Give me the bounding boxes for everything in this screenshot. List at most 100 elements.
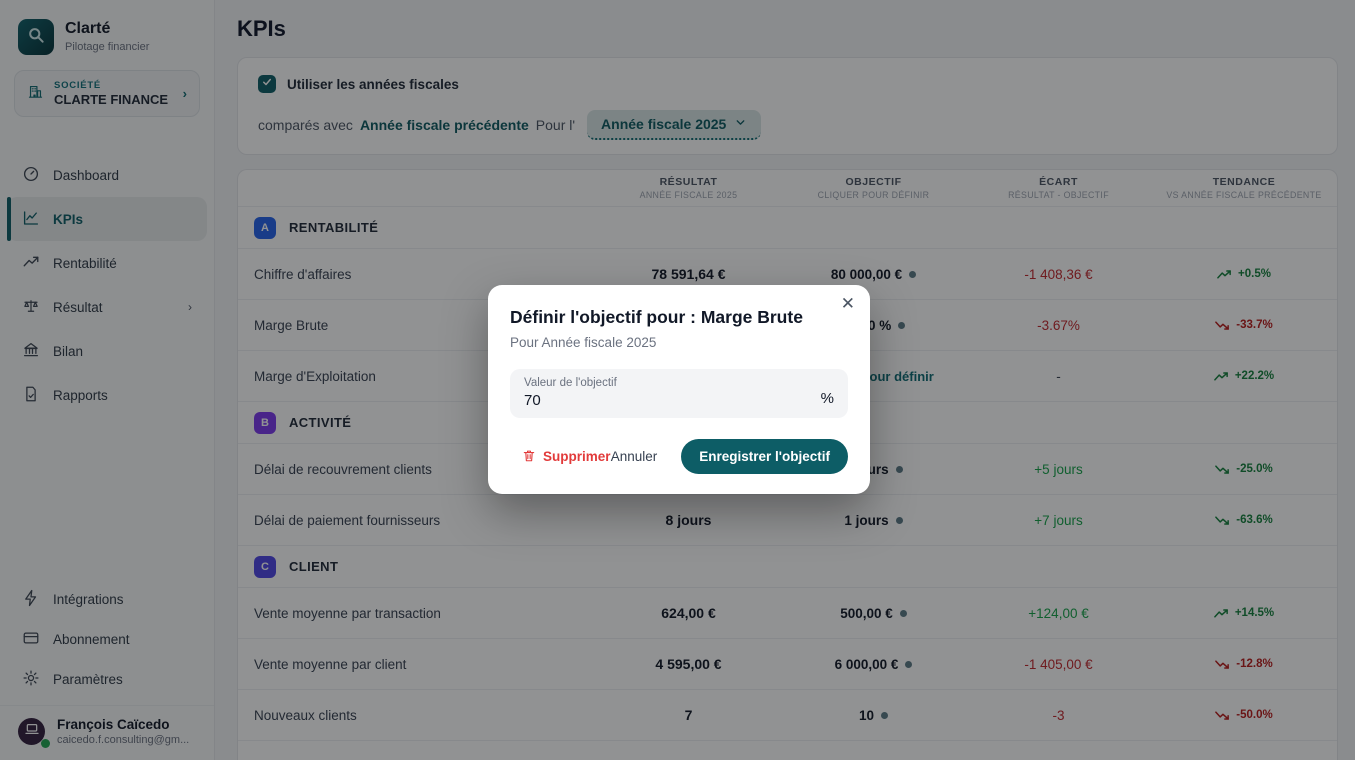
sidebar-item-resultat[interactable]: Résultat › [7, 285, 207, 329]
section-header-rentabilite: A RENTABILITÉ [238, 207, 1337, 249]
sidebar-item-integrations[interactable]: Intégrations [7, 579, 207, 619]
app-logo [18, 19, 54, 55]
sidebar-item-rentabilite[interactable]: Rentabilité [7, 241, 207, 285]
trending-up-icon [1214, 371, 1229, 382]
delete-objective-button[interactable]: Supprimer [522, 448, 611, 466]
company-name: CLARTE FINANCE [54, 92, 169, 107]
cancel-button[interactable]: Annuler [610, 449, 658, 464]
sidebar-item-bilan[interactable]: Bilan [7, 329, 207, 373]
objective-cell[interactable]: 10 [781, 708, 966, 723]
scales-icon [22, 297, 40, 318]
online-status-dot [41, 739, 50, 748]
result-value: 8 jours [665, 512, 712, 528]
ecart-value: +5 jours [1034, 461, 1083, 477]
kpi-label: Vente moyenne par transaction [254, 605, 441, 621]
trending-up-icon [22, 253, 40, 274]
gear-icon [22, 669, 40, 690]
kpi-label: Marge Brute [254, 317, 329, 333]
main-content: KPIs Utiliser les années fiscales compar… [215, 0, 1355, 760]
objective-modal: ✕ Définir l'objectif pour : Marge Brute … [488, 285, 870, 494]
period-prefix: Pour l' [535, 117, 576, 133]
kpi-label: Marge d'Exploitation [254, 368, 376, 384]
sidebar-item-label: Rapports [53, 387, 108, 403]
objective-cell[interactable]: 80 000,00 € [781, 267, 966, 282]
objective-input[interactable] [524, 392, 821, 409]
sidebar-nav: Dashboard KPIs Rentabilité Résultat › Bi… [0, 153, 214, 417]
kpi-label: Vente moyenne par client [254, 656, 407, 672]
sidebar-item-dashboard[interactable]: Dashboard [7, 153, 207, 197]
close-icon[interactable]: ✕ [840, 294, 855, 313]
sidebar-item-label: Rentabilité [53, 255, 117, 271]
sidebar-item-label: Paramètres [53, 671, 123, 687]
objective-dot [905, 660, 913, 668]
sidebar-item-abonnement[interactable]: Abonnement [7, 619, 207, 659]
trend-value: +22.2% [1234, 370, 1275, 382]
magnifier-icon [26, 25, 46, 50]
trending-down-icon [1215, 710, 1230, 721]
save-objective-button[interactable]: Enregistrer l'objectif [681, 439, 848, 474]
objective-cell[interactable]: 500,00 € [781, 606, 966, 621]
trend-cell: -12.8% [1151, 658, 1337, 670]
trend-value: -33.7% [1236, 319, 1273, 331]
objective-cell[interactable]: 6 000,00 € [781, 657, 966, 672]
modal-subtitle: Pour Année fiscale 2025 [510, 335, 657, 350]
kpi-label: Chiffre d'affaires [254, 266, 352, 282]
ecart-value: - [1056, 368, 1061, 384]
objective-value: 500,00 € [840, 605, 893, 621]
trend-cell: -50.0% [1151, 709, 1337, 721]
trend-cell: +14.5% [1151, 607, 1337, 619]
objective-input-box[interactable]: Valeur de l'objectif % [510, 369, 848, 418]
table-row-delai-paiement: Délai de paiement fournisseurs 8 jours 1… [238, 495, 1337, 546]
user-email: caicedo.f.consulting@gm... [57, 734, 190, 746]
kpi-label: Délai de recouvrement clients [254, 461, 432, 477]
building-icon [27, 83, 44, 105]
objective-dot [898, 321, 906, 329]
ecart-value: -3 [1052, 707, 1065, 723]
objective-dot [895, 465, 903, 473]
table-row-delai-recouvrement: Délai de recouvrement clients 1 jours +5… [238, 444, 1337, 495]
trend-value: -50.0% [1236, 709, 1273, 721]
sidebar-item-label: Bilan [53, 343, 84, 359]
app-name: Clarté [65, 20, 111, 37]
fiscal-years-checkbox[interactable] [258, 75, 276, 93]
ecart-value: -1 408,36 € [1024, 266, 1093, 282]
sidebar-bottom-nav: Intégrations Abonnement Paramètres [0, 579, 214, 699]
column-header-objectif: OBJECTIF CLIQUER POUR DÉFINIR [817, 176, 930, 200]
sidebar-item-rapports[interactable]: Rapports [7, 373, 207, 417]
objective-dot [909, 270, 917, 278]
company-label: SOCIÉTÉ [54, 80, 102, 91]
modal-title: Définir l'objectif pour : Marge Brute [510, 307, 803, 327]
trend-value: +0.5% [1238, 268, 1271, 280]
result-value: 78 591,64 € [651, 266, 726, 282]
avatar [18, 718, 45, 745]
objective-value: 10 [858, 707, 875, 723]
period-selector-value: Année fiscale 2025 [601, 116, 727, 132]
column-header-tendance: TENDANCE VS ANNÉE FISCALE PRÉCÉDENTE [1166, 176, 1322, 200]
table-row-nouveaux-clients: Nouveaux clients 7 10 -3 -50.0% [238, 690, 1337, 741]
result-value: 4 595,00 € [655, 656, 722, 672]
result-value: 624,00 € [661, 605, 716, 621]
line-chart-icon [22, 209, 40, 230]
trend-cell: +0.5% [1151, 268, 1337, 280]
objective-dot [895, 516, 903, 524]
user-profile[interactable]: François Caïcedo caicedo.f.consulting@gm… [0, 705, 214, 760]
kpi-table: RÉSULTAT ANNÉE FISCALE 2025 OBJECTIF CLI… [237, 169, 1338, 760]
sidebar-item-kpis[interactable]: KPIs [7, 197, 207, 241]
kpi-label: Nouveaux clients [254, 707, 357, 723]
sidebar-item-parametres[interactable]: Paramètres [7, 659, 207, 699]
section-badge: A [254, 216, 276, 239]
column-header-resultat: RÉSULTAT ANNÉE FISCALE 2025 [639, 176, 738, 200]
result-value: 7 [684, 707, 693, 723]
ecart-value: -3.67% [1037, 317, 1080, 333]
trending-down-icon [1215, 515, 1230, 526]
table-row-vente-transaction: Vente moyenne par transaction 624,00 € 5… [238, 588, 1337, 639]
filter-card: Utiliser les années fiscales comparés av… [237, 57, 1338, 155]
section-title: CLIENT [289, 559, 339, 574]
section-title: ACTIVITÉ [289, 415, 352, 430]
objective-cell[interactable]: 1 jours [781, 513, 966, 528]
company-selector[interactable]: SOCIÉTÉ CLARTE FINANCE › [14, 70, 200, 117]
trend-cell: -25.0% [1151, 463, 1337, 475]
objective-dot [881, 711, 889, 719]
period-selector[interactable]: Année fiscale 2025 [587, 110, 762, 140]
